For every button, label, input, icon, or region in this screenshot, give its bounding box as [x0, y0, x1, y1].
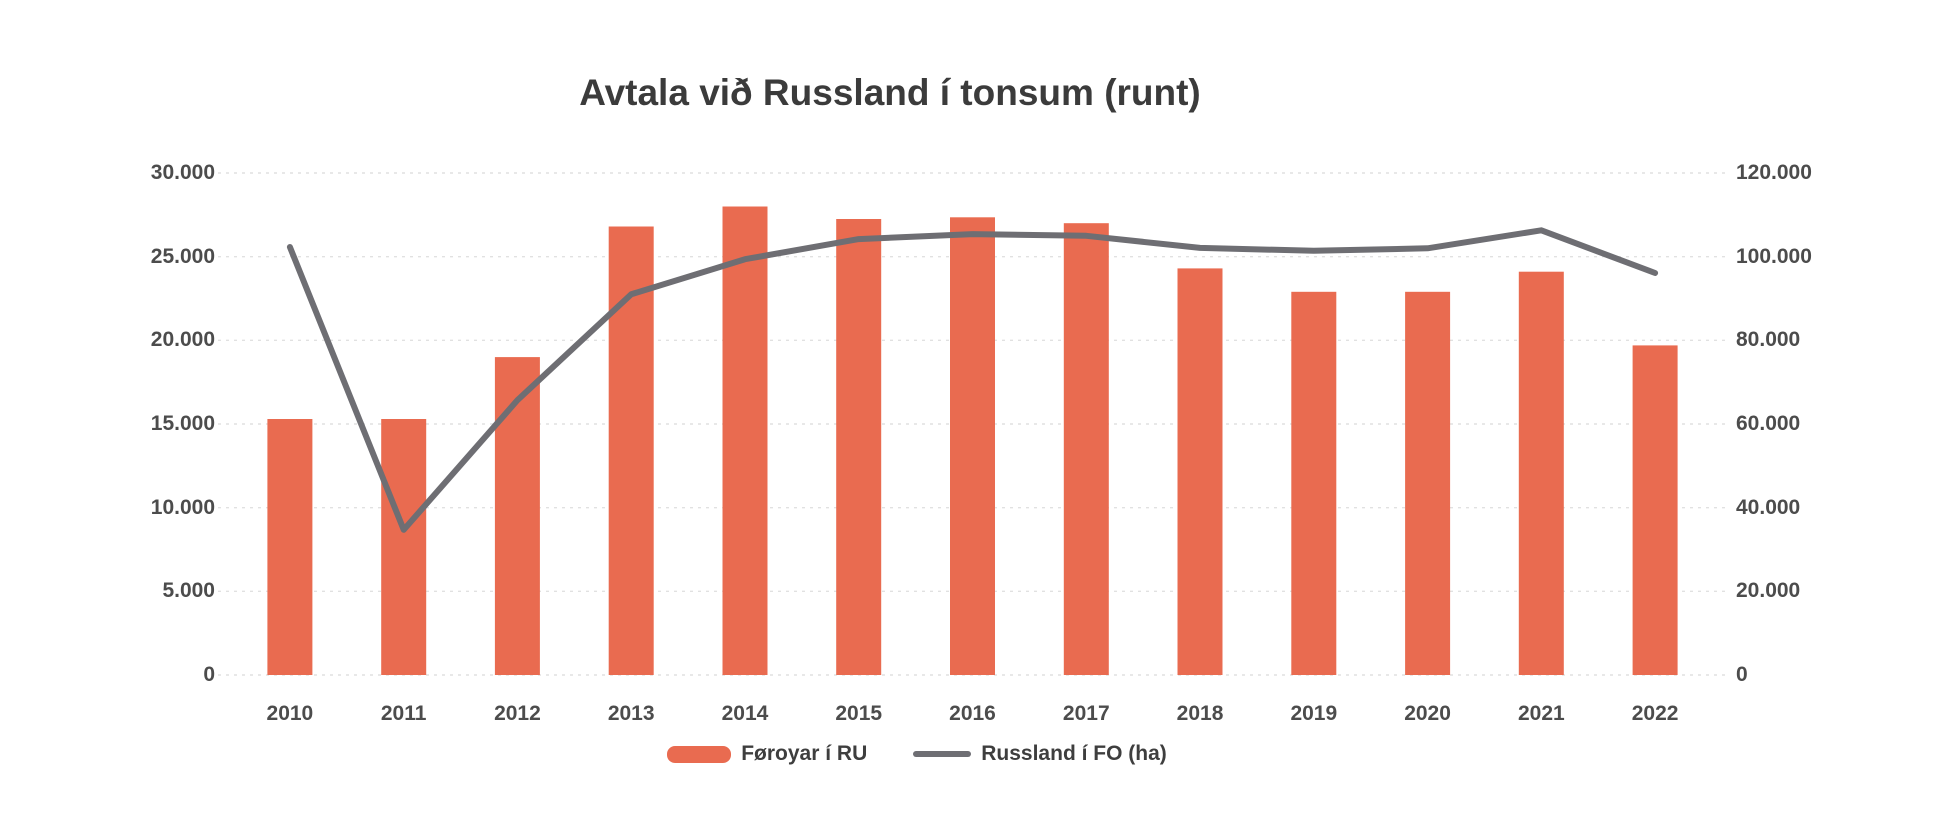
y-left-tick-label: 5.000: [162, 579, 215, 603]
legend-item-line-series: Russland í FO (ha): [913, 742, 1167, 766]
bar-2018: [1177, 268, 1223, 675]
bar-2010: [267, 419, 313, 675]
chart-title: Avtala við Russland í tonsum (runt): [579, 72, 1201, 113]
line-series-path: [286, 227, 1659, 533]
bar-2017: [1063, 223, 1109, 675]
bar-2020: [1405, 291, 1451, 675]
x-tick-label: 2014: [721, 702, 769, 725]
x-tick-label: 2011: [380, 702, 427, 725]
x-tick-label: 2017: [1062, 702, 1110, 725]
x-tick-label: 2013: [607, 702, 655, 725]
x-tick-label: 2015: [835, 702, 883, 725]
y-left-tick-label: 20.000: [150, 328, 215, 352]
y-left-tick-label: 30.000: [150, 161, 215, 184]
bar-2011: [381, 419, 427, 675]
x-tick-label: 2016: [949, 702, 996, 725]
y-right-tick-label: 120.000: [1736, 161, 1812, 184]
line-series-swatch-icon: [913, 751, 972, 757]
y-right-tick-label: 0: [1736, 663, 1748, 686]
y-left-tick-label: 0: [203, 663, 215, 686]
bar-2012: [494, 357, 540, 675]
bar-2013: [608, 226, 654, 675]
bar-2016: [950, 217, 995, 676]
x-tick-label: 2012: [494, 702, 541, 725]
y-left-tick-label: 10.000: [150, 495, 215, 519]
x-tick-label: 2010: [266, 702, 314, 725]
x-tick-label: 2021: [1517, 702, 1565, 725]
line-series-label: Russland í FO (ha): [981, 742, 1167, 765]
y-right-tick-label: 60.000: [1736, 412, 1801, 435]
chart-legend: Føroyar í RU Russland í FO (ha): [0, 742, 1834, 766]
bar-series-swatch-icon: [667, 745, 732, 763]
y-left-tick-label: 25.000: [150, 244, 215, 268]
y-right-tick-label: 100.000: [1736, 244, 1812, 268]
x-tick-label: 2018: [1176, 702, 1224, 725]
bar-2021: [1518, 271, 1564, 675]
legend-item-bar-series: Føroyar í RU: [667, 742, 867, 766]
y-right-tick-label: 80.000: [1736, 328, 1801, 352]
bar-series-label: Føroyar í RU: [741, 742, 868, 765]
bar-2014: [722, 206, 768, 675]
bar-2019: [1291, 291, 1337, 675]
x-tick-label: 2022: [1631, 702, 1679, 725]
y-right-tick-label: 40.000: [1736, 495, 1801, 519]
y-left-tick-label: 15.000: [150, 412, 215, 435]
bar-2015: [836, 219, 882, 675]
x-tick-label: 2019: [1290, 702, 1338, 725]
y-right-tick-label: 20.000: [1736, 579, 1801, 603]
x-tick-label: 2020: [1404, 702, 1451, 725]
bar-2022: [1632, 345, 1678, 675]
